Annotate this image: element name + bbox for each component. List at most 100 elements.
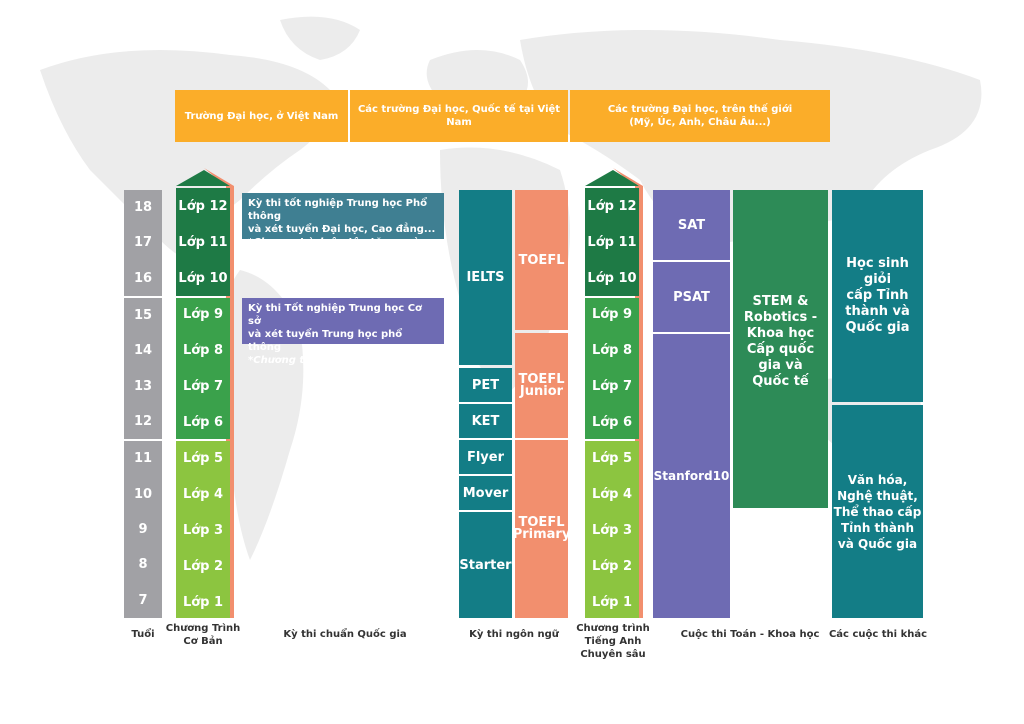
- grade-label: Lớp 8: [591, 342, 633, 358]
- age-value: 15: [133, 308, 153, 324]
- label-line: Tiếng Anh: [584, 636, 642, 647]
- grade-label: Lớp 12: [587, 198, 637, 214]
- grade-label: Lớp 1: [591, 594, 633, 610]
- note-line: và xét tuyển Đại học, Cao đẳng...: [248, 224, 436, 235]
- age-value: 11: [133, 451, 153, 467]
- note-line: và xét tuyển Trung học phổ thông: [248, 329, 403, 353]
- grade-label: Lớp 3: [182, 522, 224, 538]
- note-line: *Chương trình ôn tập tăng cường: [248, 355, 434, 366]
- age-value: 9: [138, 521, 148, 537]
- grade-label: Lớp 10: [178, 270, 228, 286]
- label-line: Chuyên sâu: [580, 649, 646, 660]
- grade-label: Lớp 6: [182, 414, 224, 430]
- header-vietnam-universities: Trường Đại học, ở Việt Nam: [175, 90, 348, 142]
- grade-label: Lớp 6: [591, 414, 633, 430]
- other-bottom-line: Văn hóa,: [847, 472, 908, 487]
- grade-block-high: [585, 188, 639, 296]
- label-language-exams: Kỳ thi ngôn ngữ: [469, 629, 559, 640]
- label-basic-program: Chương Trình Cơ Bản: [160, 622, 246, 648]
- arts-sports-competition: Văn hóa, Nghệ thuật, Thể thao cấp Tỉnh t…: [832, 405, 923, 618]
- exam-toefl-junior: TOEFL Junior: [515, 333, 568, 438]
- age-cell: 18 17 16: [124, 190, 162, 296]
- exam-toefl-primary: TOEFL Primary: [512, 440, 571, 618]
- grade-label: Lớp 7: [591, 378, 633, 394]
- age-value: 17: [133, 235, 153, 251]
- excellent-student-competition: Học sinh giỏi cấp Tỉnh thành và Quốc gia: [832, 190, 923, 402]
- grade-block-middle: [585, 298, 639, 439]
- toefl-junior-line2: Junior: [519, 383, 564, 399]
- stem-line: Quốc tế: [752, 374, 809, 389]
- basic-grade-column: Lớp 12 Lớp 11 Lớp 10 Lớp 9 Lớp 8 Lớp 7 L…: [176, 188, 230, 618]
- age-value: 16: [133, 270, 153, 286]
- label-other-competitions: Các cuộc thi khác: [828, 629, 928, 640]
- stem-line: Cấp quốc: [746, 342, 815, 357]
- age-value: 7: [138, 592, 148, 608]
- age-value: 13: [133, 378, 153, 394]
- exam-mover: Mover: [459, 476, 512, 510]
- grade-block-primary: [585, 441, 639, 618]
- age-cell: 15 14 13 12: [124, 298, 162, 439]
- grade-label: Lớp 11: [178, 234, 228, 250]
- exam-starter: Starter: [459, 512, 512, 618]
- grade-label: Lớp 10: [587, 270, 637, 286]
- advanced-grade-column: Lớp 12 Lớp 11 Lớp 10 Lớp 9 Lớp 8 Lớp 7 L…: [585, 188, 639, 618]
- toefl-primary-line1: TOEFL: [518, 515, 565, 530]
- label-line: Cơ Bản: [183, 636, 223, 647]
- grade-label: Lớp 9: [182, 306, 224, 322]
- grade-block-primary: [176, 441, 230, 618]
- grade-label: Lớp 9: [591, 306, 633, 322]
- grade-label: Lớp 5: [182, 450, 224, 466]
- grade-label: Lớp 3: [591, 522, 633, 538]
- note-line: Kỳ thi tốt nghiệp Trung học Phổ thông: [248, 198, 427, 222]
- exam-flyer: Flyer: [459, 440, 512, 474]
- age-column: 18 17 16 15 14 13 12 11 10 9 8 7: [124, 190, 162, 618]
- header-international-universities-vietnam: Các trường Đại học, Quốc tế tại Việt Nam: [350, 90, 568, 142]
- label-math-science: Cuộc thi Toán - Khoa học: [680, 629, 820, 640]
- other-bottom-line: Nghệ thuật,: [837, 488, 918, 503]
- exam-sat: SAT: [653, 190, 730, 260]
- other-top-line: Học sinh giỏi: [846, 256, 909, 287]
- other-bottom-line: và Quốc gia: [837, 536, 918, 551]
- other-top-line: Quốc gia: [845, 320, 910, 335]
- grade-label: Lớp 11: [587, 234, 637, 250]
- note-line: *Chương trình ôn tập tăng cường.: [248, 237, 438, 248]
- other-bottom-line: Tỉnh thành: [840, 520, 915, 535]
- header-world-line1: Các trường Đại học, trên thế giới: [607, 104, 793, 115]
- age-cell: 11 10 9 8 7: [124, 441, 162, 618]
- grade-label: Lớp 5: [591, 450, 633, 466]
- other-top-line: cấp Tỉnh: [846, 288, 909, 303]
- middle-school-exam-note: Kỳ thi Tốt nghiệp Trung học Cơ sở và xét…: [242, 298, 444, 366]
- stem-robotics-competition: STEM & Robotics - Khoa học Cấp quốc gia …: [733, 190, 828, 508]
- exam-pet: PET: [459, 368, 512, 402]
- age-value: 18: [133, 200, 153, 216]
- age-value: 10: [133, 486, 153, 502]
- high-school-exam-note: Kỳ thi tốt nghiệp Trung học Phổ thông và…: [242, 193, 444, 248]
- exam-psat: PSAT: [653, 262, 730, 332]
- label-line: Chương Trình: [165, 623, 241, 634]
- stem-line: gia và: [758, 358, 803, 373]
- grade-label: Lớp 1: [182, 594, 224, 610]
- exam-ket: KET: [459, 404, 512, 438]
- grade-label: Lớp 7: [182, 378, 224, 394]
- label-national-exams: Kỳ thi chuẩn Quốc gia: [283, 629, 407, 640]
- grade-label: Lớp 12: [178, 198, 228, 214]
- grade-block-middle: [176, 298, 230, 439]
- grade-label: Lớp 2: [182, 558, 224, 574]
- grade-label: Lớp 8: [182, 342, 224, 358]
- grade-label: Lớp 2: [591, 558, 633, 574]
- label-line: Chương trình: [576, 623, 650, 634]
- age-value: 8: [138, 557, 148, 573]
- stem-line: Robotics -: [743, 310, 818, 325]
- stem-line: Khoa học: [746, 326, 815, 341]
- header-world-universities: Các trường Đại học, trên thế giới (Mỹ, Ú…: [570, 90, 830, 142]
- exam-ielts: IELTS: [459, 190, 512, 365]
- label-age: Tuổi: [131, 629, 155, 640]
- age-value: 12: [133, 413, 153, 429]
- label-advanced-program: Chương trình Tiếng Anh Chuyên sâu: [570, 622, 656, 661]
- grade-label: Lớp 4: [591, 486, 633, 502]
- toefl-primary-line2: Primary: [512, 527, 571, 542]
- grade-label: Lớp 4: [182, 486, 224, 502]
- grade-block-high: [176, 188, 230, 296]
- exam-stanford10: Stanford10: [653, 334, 730, 618]
- age-value: 14: [133, 343, 153, 359]
